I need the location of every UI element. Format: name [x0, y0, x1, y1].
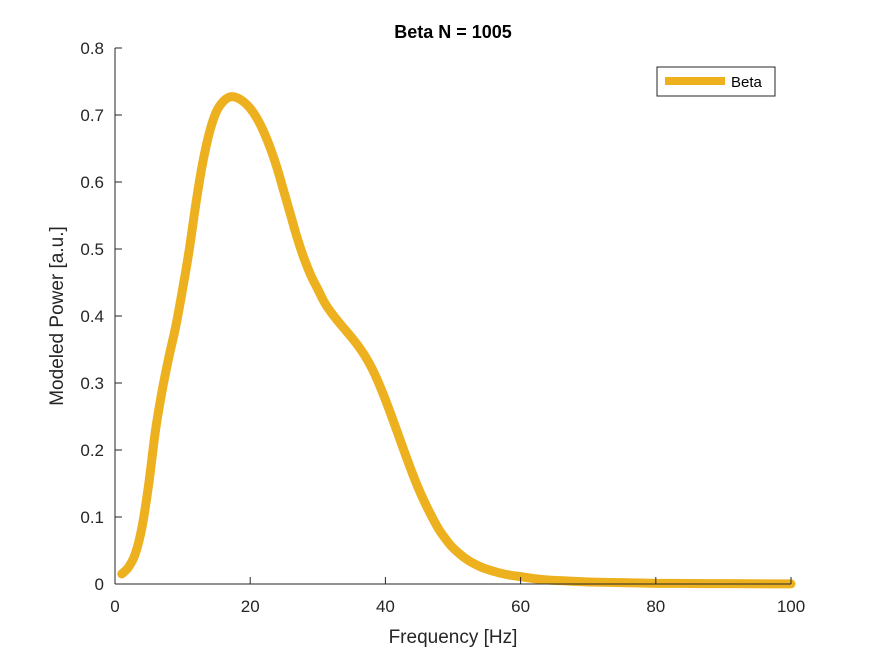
plot-area: 0 20 40 60 80 100 0 0.1 0.2 0.3 0.4 0.5 0.6 0.7 0.8 — [80, 39, 805, 616]
x-tick-label: 20 — [241, 597, 260, 616]
x-tick-label: 60 — [511, 597, 530, 616]
x-tick-label: 80 — [646, 597, 665, 616]
chart-title: Beta N = 1005 — [394, 22, 512, 42]
series-line-beta — [117, 92, 796, 589]
series-layer — [117, 92, 796, 589]
x-ticks: 0 20 40 60 80 100 — [110, 577, 805, 616]
legend-label: Beta — [731, 74, 763, 91]
y-tick-label: 0.2 — [80, 441, 104, 460]
y-tick-label: 0.1 — [80, 508, 104, 527]
x-tick-label: 0 — [110, 597, 119, 616]
y-tick-label: 0 — [95, 575, 104, 594]
y-axis-label: Modeled Power [a.u.] — [47, 226, 68, 406]
y-tick-label: 0.7 — [80, 106, 104, 125]
y-tick-label: 0.6 — [80, 173, 104, 192]
x-tick-label: 100 — [777, 597, 805, 616]
legend: Beta — [656, 66, 776, 97]
y-tick-label: 0.8 — [80, 39, 104, 58]
y-ticks: 0 0.1 0.2 0.3 0.4 0.5 0.6 0.7 0.8 — [80, 39, 122, 594]
x-tick-label: 40 — [376, 597, 395, 616]
y-tick-label: 0.5 — [80, 240, 104, 259]
y-tick-label: 0.3 — [80, 374, 104, 393]
y-tick-label: 0.4 — [80, 307, 104, 326]
x-axis-label: Frequency [Hz] — [389, 627, 518, 648]
